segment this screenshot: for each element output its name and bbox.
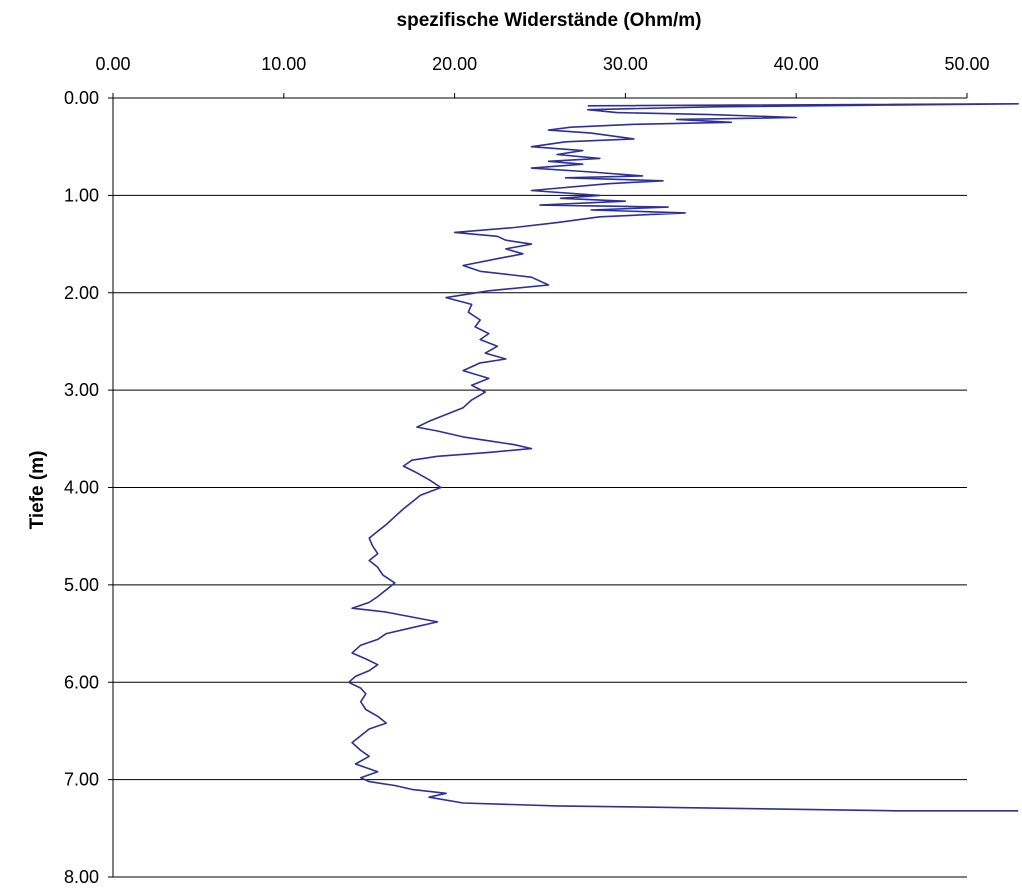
y-tick-label: 6.00 xyxy=(64,672,99,692)
x-tick-label: 10.00 xyxy=(261,54,306,74)
y-tick-label: 7.00 xyxy=(64,770,99,790)
x-tick-label: 0.00 xyxy=(95,54,130,74)
y-tick-label: 4.00 xyxy=(64,478,99,498)
y-tick-label: 8.00 xyxy=(64,867,99,887)
y-tick-label: 1.00 xyxy=(64,185,99,205)
series-line xyxy=(347,103,1020,812)
x-axis-title: spezifische Widerstände (Ohm/m) xyxy=(397,10,702,31)
series-layer xyxy=(347,103,1020,812)
y-tick-label: 5.00 xyxy=(64,575,99,595)
y-tick-label: 0.00 xyxy=(64,88,99,108)
y-tick-label: 3.00 xyxy=(64,380,99,400)
x-tick-label: 30.00 xyxy=(603,54,648,74)
y-tick-label: 2.00 xyxy=(64,283,99,303)
y-axis-title: Tiefe (m) xyxy=(27,451,48,530)
x-tick-label: 50.00 xyxy=(944,54,989,74)
grid-layer xyxy=(113,194,967,878)
axis-layer: 0.00 1.00 2.00 3.00 4.00 5.00 6.00 7.00 8.00 0.00… xyxy=(64,54,990,887)
x-tick-label: 40.00 xyxy=(774,54,819,74)
x-tick-label: 20.00 xyxy=(432,54,477,74)
